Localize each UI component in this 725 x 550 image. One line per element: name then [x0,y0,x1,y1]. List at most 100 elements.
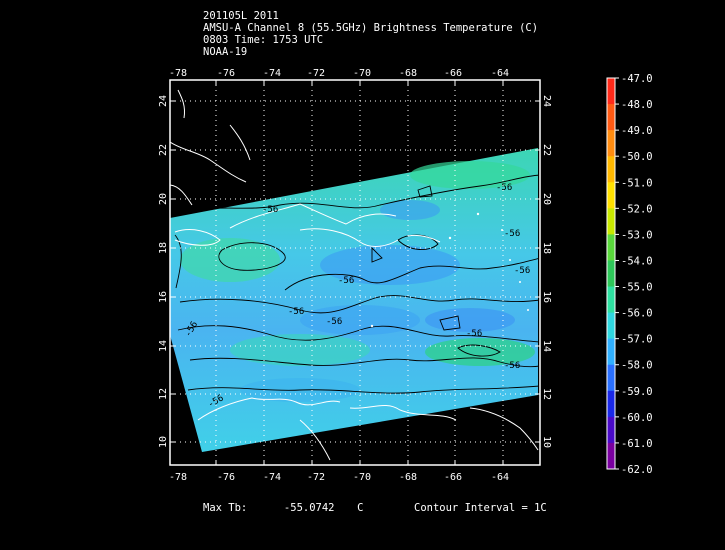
lon-tick-label: -74 [263,472,281,483]
colorbar-label: -57.0 [621,334,653,346]
island [476,212,480,216]
max-tb-readout: Max Tb: -55.0742 C [203,502,363,514]
lat-tick-label: 14 [541,340,552,352]
warm-patch [410,161,530,189]
coastline [469,407,539,451]
colorbar-label: -49.0 [621,125,653,137]
lon-tick-label: -66 [444,472,462,483]
cold-patch [380,200,440,220]
contour-label: -56 [514,266,530,276]
colorbar: -47.0 -48.0 -49.0 -50.0 -51.0 -52.0 -53.0 -54.0… [606,73,653,476]
lon-tick-label: -78 [169,68,187,79]
contour-line [187,385,540,394]
contour-line [174,234,182,289]
coastline [174,229,221,246]
lat-labels-right: 24 22 20 18 16 14 12 10 [541,95,552,448]
lat-tick-label: 12 [541,388,552,400]
max-tb-unit: C [357,502,364,514]
coastline [197,397,341,421]
colorbar-segment [607,156,615,183]
header-satellite: NOAA-19 [203,46,248,58]
contour-label-group: -56 -56 -56 -56 -56 -56 -56 -56 -56 -56 … [183,183,530,410]
lon-labels-top: -78 -76 -74 -72 -70 -68 -66 -64 [169,68,509,79]
lat-tick-label: 20 [541,193,552,205]
lon-tick-label: -64 [491,68,509,79]
lon-tick-label: -64 [491,472,509,483]
contour-line [179,295,540,314]
colorbar-segment [607,416,615,444]
coastline [177,89,185,119]
colorbar-label: -60.0 [621,412,653,424]
colorbar-segment [607,260,615,288]
lon-tick-label: -70 [353,472,371,483]
contour-line [457,344,501,357]
colorbar-label: -54.0 [621,255,653,267]
coastline [407,235,441,243]
island [509,259,511,261]
lon-tick-label: -76 [217,472,235,483]
contour-line [284,257,540,291]
coastline [170,184,193,206]
colorbar-segment [607,390,615,418]
lat-tick-label: 14 [158,340,169,352]
colorbar-label: -62.0 [621,464,653,476]
satellite-swath [170,148,538,452]
lon-tick-label: -68 [399,68,417,79]
frame-ticks [170,80,540,465]
cold-patch [425,308,515,332]
coastline [229,203,397,229]
contour-line [439,315,461,331]
contour-label: -56 [262,205,278,215]
lon-tick-label: -70 [353,68,371,79]
colorbar-label: -51.0 [621,177,653,189]
lat-tick-label: 24 [541,95,552,107]
max-tb-value: -55.0742 [283,502,335,514]
lat-tick-label: 16 [158,291,169,303]
lat-tick-label: 18 [158,242,169,254]
warm-patch [230,334,370,366]
contour-label: -56 [466,329,482,339]
coastline [170,141,247,183]
contour-label: -56 [338,276,354,286]
island-dots [370,212,529,328]
lat-tick-label: 12 [158,388,169,400]
warm-patch [180,238,280,282]
map-frame [169,79,541,466]
lon-tick-label: -78 [169,472,187,483]
contour-line [417,185,433,198]
island [370,324,374,328]
tick-marks [170,80,540,465]
lon-tick-label: -72 [307,68,325,79]
island [519,281,521,283]
coastline [299,419,331,461]
colorbar-label: -56.0 [621,308,653,320]
colorbar-label: -58.0 [621,360,653,372]
colorbar-label: -61.0 [621,438,653,450]
colorbar-segment [607,130,615,157]
contour-line [189,357,540,368]
lat-labels-left: 24 22 20 18 16 14 12 10 [158,95,169,448]
colorbar-label: -50.0 [621,151,653,163]
coastlines [170,89,539,461]
colorbar-segment [607,208,615,235]
colorbar-segment [607,364,615,392]
header-time: 0803 Time: 1753 UTC [203,34,324,46]
lon-tick-label: -68 [399,472,417,483]
colorbar-segment [607,234,615,261]
lat-tick-label: 22 [158,144,169,156]
lat-tick-label: 10 [541,436,552,448]
lat-tick-label: 22 [541,144,552,156]
contour-label: -56 [504,229,520,239]
coastline [299,228,399,247]
colorbar-segment [607,286,615,314]
island [527,309,529,311]
contour-label: -56 [496,183,512,193]
lat-tick-label: 24 [158,95,169,107]
lat-tick-label: 16 [541,291,552,303]
lon-tick-label: -72 [307,472,325,483]
colorbar-label: -53.0 [621,229,653,241]
swath-group: -56 -56 -56 -56 -56 -56 -56 -56 -56 -56 … [170,89,540,461]
lat-tick-label: 10 [158,436,169,448]
lat-tick-label: 18 [541,242,552,254]
